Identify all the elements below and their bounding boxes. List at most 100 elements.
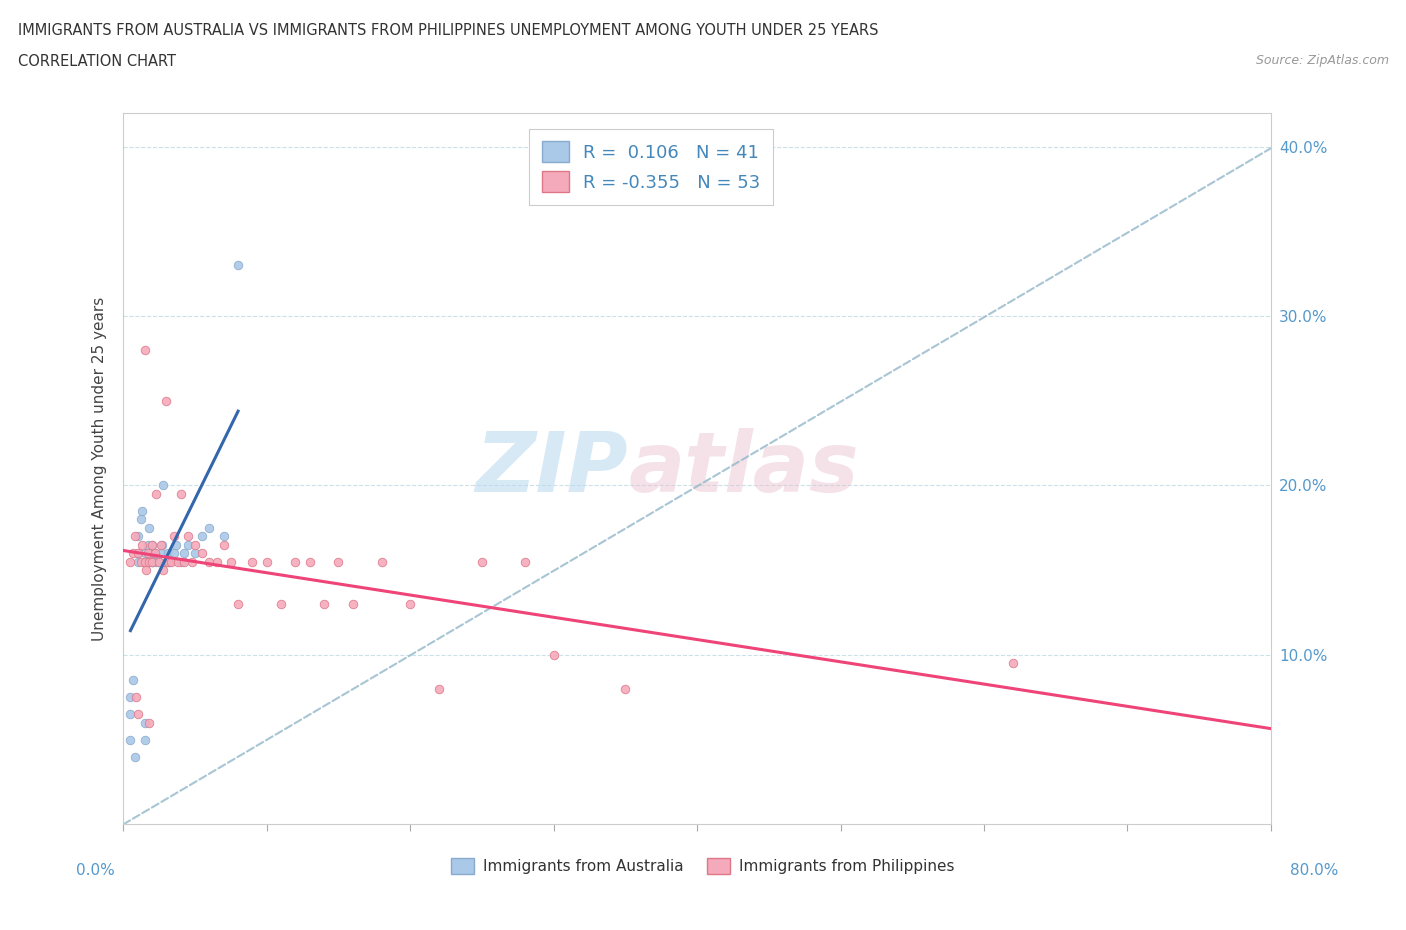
Text: 80.0%: 80.0% bbox=[1291, 863, 1339, 878]
Point bbox=[152, 563, 174, 578]
Point bbox=[127, 546, 149, 561]
Point bbox=[138, 715, 160, 730]
Point bbox=[136, 546, 159, 561]
Point bbox=[184, 546, 207, 561]
Point bbox=[191, 529, 214, 544]
Point bbox=[173, 554, 195, 569]
Point bbox=[314, 597, 336, 612]
Point bbox=[150, 538, 173, 552]
Point bbox=[134, 732, 156, 747]
Point bbox=[173, 546, 195, 561]
Point bbox=[471, 554, 494, 569]
Point bbox=[427, 682, 450, 697]
Point bbox=[145, 554, 167, 569]
Point bbox=[148, 554, 170, 569]
Point bbox=[134, 715, 156, 730]
Point bbox=[120, 554, 142, 569]
Point bbox=[157, 554, 180, 569]
Point bbox=[122, 546, 145, 561]
Point bbox=[143, 546, 166, 561]
Text: 0.0%: 0.0% bbox=[76, 863, 115, 878]
Point bbox=[270, 597, 292, 612]
Point bbox=[226, 258, 249, 272]
Legend: R =  0.106   N = 41, R = -0.355   N = 53: R = 0.106 N = 41, R = -0.355 N = 53 bbox=[529, 128, 773, 205]
Point bbox=[155, 554, 177, 569]
Point bbox=[256, 554, 278, 569]
Point bbox=[166, 554, 188, 569]
Point bbox=[156, 554, 179, 569]
Point bbox=[159, 554, 181, 569]
Point bbox=[184, 538, 207, 552]
Point bbox=[342, 597, 364, 612]
Point bbox=[152, 478, 174, 493]
Point bbox=[138, 521, 160, 536]
Text: ZIP: ZIP bbox=[475, 428, 628, 509]
Point bbox=[205, 554, 228, 569]
Point bbox=[135, 563, 157, 578]
Point bbox=[131, 503, 153, 518]
Point bbox=[513, 554, 536, 569]
Point bbox=[141, 554, 163, 569]
Point bbox=[145, 486, 167, 501]
Point bbox=[212, 538, 235, 552]
Point bbox=[198, 521, 221, 536]
Y-axis label: Unemployment Among Youth under 25 years: Unemployment Among Youth under 25 years bbox=[93, 297, 107, 641]
Point bbox=[138, 554, 160, 569]
Point bbox=[131, 538, 153, 552]
Point bbox=[125, 690, 148, 705]
Point bbox=[127, 529, 149, 544]
Point bbox=[181, 554, 204, 569]
Point bbox=[127, 707, 149, 722]
Point bbox=[543, 647, 565, 662]
Point bbox=[138, 546, 160, 561]
Point bbox=[124, 529, 146, 544]
Point bbox=[177, 529, 200, 544]
Point bbox=[136, 538, 159, 552]
Point bbox=[162, 529, 184, 544]
Point bbox=[134, 546, 156, 561]
Point bbox=[191, 546, 214, 561]
Point bbox=[165, 538, 187, 552]
Point bbox=[1001, 656, 1024, 671]
Point bbox=[198, 554, 221, 569]
Point bbox=[127, 546, 149, 561]
Point bbox=[212, 529, 235, 544]
Point bbox=[127, 554, 149, 569]
Point bbox=[162, 546, 184, 561]
Point bbox=[141, 538, 163, 552]
Point bbox=[177, 538, 200, 552]
Point bbox=[134, 554, 156, 569]
Point bbox=[129, 512, 152, 526]
Point bbox=[120, 690, 142, 705]
Point bbox=[149, 538, 172, 552]
Text: IMMIGRANTS FROM AUSTRALIA VS IMMIGRANTS FROM PHILIPPINES UNEMPLOYMENT AMONG YOUT: IMMIGRANTS FROM AUSTRALIA VS IMMIGRANTS … bbox=[18, 23, 879, 38]
Point bbox=[120, 732, 142, 747]
Point bbox=[170, 486, 193, 501]
Point bbox=[148, 554, 170, 569]
Point bbox=[614, 682, 637, 697]
Point bbox=[138, 554, 160, 569]
Text: atlas: atlas bbox=[628, 428, 859, 509]
Point bbox=[328, 554, 350, 569]
Point bbox=[134, 342, 156, 357]
Point bbox=[141, 554, 163, 569]
Point bbox=[242, 554, 264, 569]
Point bbox=[399, 597, 422, 612]
Point bbox=[122, 673, 145, 688]
Point bbox=[141, 538, 163, 552]
Point bbox=[155, 393, 177, 408]
Text: CORRELATION CHART: CORRELATION CHART bbox=[18, 54, 176, 69]
Text: Source: ZipAtlas.com: Source: ZipAtlas.com bbox=[1256, 54, 1389, 67]
Point bbox=[139, 546, 162, 561]
Point bbox=[135, 554, 157, 569]
Point bbox=[120, 707, 142, 722]
Point bbox=[149, 546, 172, 561]
Point bbox=[170, 554, 193, 569]
Point bbox=[219, 554, 242, 569]
Point bbox=[143, 546, 166, 561]
Legend: Immigrants from Australia, Immigrants from Philippines: Immigrants from Australia, Immigrants fr… bbox=[446, 852, 960, 881]
Point bbox=[156, 546, 179, 561]
Point bbox=[124, 750, 146, 764]
Point bbox=[226, 597, 249, 612]
Point bbox=[129, 554, 152, 569]
